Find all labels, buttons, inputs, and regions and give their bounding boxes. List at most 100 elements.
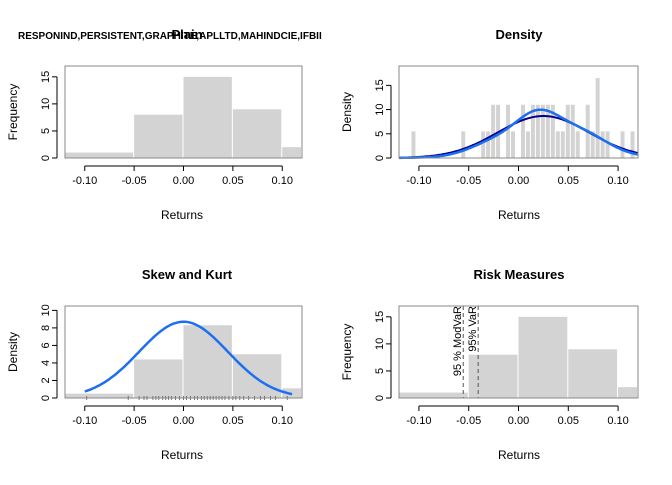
x-tick-label: -0.10 bbox=[406, 415, 431, 427]
x-tick-label: 0.10 bbox=[607, 415, 628, 427]
histogram-bar bbox=[481, 131, 486, 158]
histogram-bar bbox=[399, 392, 468, 398]
panel-plain-overlay-title: RESPONIND,PERSISTENT,GRAPHITE,APLLTD,MAH… bbox=[18, 31, 322, 42]
var-line-label: 95% VaR bbox=[467, 306, 479, 352]
y-tick-label: 0 bbox=[40, 155, 52, 161]
panel-risk-measures-title: Risk Measures bbox=[473, 267, 564, 282]
y-tick-label: 0 bbox=[40, 395, 52, 401]
histogram-bar bbox=[605, 131, 610, 158]
histogram-bar bbox=[555, 131, 560, 158]
panel-plain-xlabel: Returns bbox=[161, 208, 203, 222]
x-tick-label: -0.05 bbox=[456, 175, 481, 187]
histogram-bar bbox=[590, 131, 595, 158]
histogram-bar bbox=[575, 131, 580, 158]
histogram-bar bbox=[620, 131, 625, 158]
y-tick-label: 6 bbox=[40, 342, 52, 348]
y-tick-label: 5 bbox=[40, 128, 52, 134]
histogram-bar bbox=[183, 76, 232, 158]
histogram-bar bbox=[520, 104, 525, 158]
panel-skew-kurt-xlabel: Returns bbox=[161, 448, 203, 462]
y-tick-label: 10 bbox=[40, 304, 52, 316]
histogram-bar bbox=[65, 152, 134, 158]
y-tick-label: 10 bbox=[374, 103, 386, 115]
histogram-bar bbox=[545, 104, 550, 158]
y-tick-label: 0 bbox=[374, 395, 386, 401]
histogram-bar bbox=[535, 104, 540, 158]
histogram-bar bbox=[550, 104, 555, 158]
x-tick-label: 0.05 bbox=[222, 175, 243, 187]
histogram-bar bbox=[518, 316, 568, 398]
panel-density-title: Density bbox=[496, 27, 544, 42]
panel-skew-kurt: Skew and Kurt Returns Density -0.10 -0.05… bbox=[6, 267, 303, 462]
histogram-bar bbox=[630, 131, 635, 158]
histogram-bar bbox=[595, 78, 600, 158]
plain-plot-frame bbox=[64, 65, 303, 159]
panel-risk-measures-xlabel: Returns bbox=[498, 448, 540, 462]
y-tick-label: 8 bbox=[40, 325, 52, 331]
x-tick-label: -0.10 bbox=[406, 175, 431, 187]
y-tick-label: 15 bbox=[374, 311, 386, 323]
histogram-bar bbox=[411, 131, 416, 158]
histogram-bar bbox=[282, 147, 301, 158]
panel-risk-measures-ylabel: Frequency bbox=[340, 324, 354, 381]
var-line-label: 95 % ModVaR bbox=[452, 306, 464, 376]
histogram-bar bbox=[600, 131, 605, 158]
x-tick-label: 0.05 bbox=[558, 175, 579, 187]
panel-skew-kurt-ylabel: Density bbox=[6, 332, 20, 372]
histogram-bar bbox=[134, 114, 183, 158]
histogram-bar bbox=[568, 349, 618, 398]
x-tick-label: 0.10 bbox=[607, 175, 628, 187]
panel-density: Density Returns Density -0.10 -0.05 0.00 0.… bbox=[340, 27, 639, 222]
x-tick-label: -0.05 bbox=[456, 415, 481, 427]
x-tick-label: -0.05 bbox=[122, 175, 147, 187]
histogram-bar bbox=[183, 325, 232, 398]
histogram-bar bbox=[506, 104, 511, 158]
histogram-bar bbox=[618, 387, 637, 398]
x-tick-label: 0.10 bbox=[272, 175, 293, 187]
y-tick-label: 5 bbox=[374, 368, 386, 374]
y-tick-label: 4 bbox=[40, 360, 52, 366]
histogram-bar bbox=[134, 359, 183, 398]
y-tick-label: 15 bbox=[40, 71, 52, 83]
y-tick-label: 10 bbox=[374, 338, 386, 350]
panel-density-xlabel: Returns bbox=[498, 208, 540, 222]
x-tick-label: 0.00 bbox=[508, 415, 529, 427]
x-tick-label: 0.05 bbox=[558, 415, 579, 427]
x-tick-label: -0.10 bbox=[72, 415, 97, 427]
histogram-bar bbox=[560, 131, 565, 158]
skew-kurt-density-curve bbox=[84, 320, 293, 396]
y-tick-label: 5 bbox=[374, 131, 386, 137]
x-tick-label: 0.10 bbox=[272, 415, 293, 427]
panel-plain-title: Plain bbox=[171, 27, 202, 42]
panel-skew-kurt-title: Skew and Kurt bbox=[142, 267, 233, 282]
histogram-bar bbox=[565, 104, 570, 158]
panel-risk-measures: Risk Measures Returns Frequency 95 % Mod… bbox=[340, 267, 639, 462]
histogram-bar bbox=[570, 104, 575, 158]
histogram-bar bbox=[511, 131, 516, 158]
histogram-bar bbox=[65, 393, 134, 398]
y-tick-label: 10 bbox=[40, 98, 52, 110]
x-tick-label: 0.00 bbox=[173, 415, 194, 427]
kernel-density-curve bbox=[399, 108, 639, 160]
panel-plain-ylabel: Frequency bbox=[6, 84, 20, 141]
histogram-bar bbox=[491, 104, 496, 158]
histogram-bar bbox=[232, 354, 282, 398]
density-plot-frame bbox=[398, 65, 639, 159]
y-tick-label: 15 bbox=[374, 79, 386, 91]
x-tick-label: -0.05 bbox=[122, 415, 147, 427]
x-tick-label: 0.00 bbox=[508, 175, 529, 187]
skew-kurt-plot-frame bbox=[64, 305, 303, 399]
panel-density-ylabel: Density bbox=[340, 92, 354, 132]
x-tick-label: 0.00 bbox=[173, 175, 194, 187]
y-tick-label: 2 bbox=[40, 377, 52, 383]
x-tick-label: -0.10 bbox=[72, 175, 97, 187]
histogram-bar bbox=[468, 354, 518, 398]
histogram-bar bbox=[525, 131, 530, 158]
x-tick-label: 0.05 bbox=[222, 415, 243, 427]
panel-plain: Plain RESPONIND,PERSISTENT,GRAPHITE,APLL… bbox=[6, 27, 322, 222]
histogram-bar bbox=[540, 104, 545, 158]
histogram-bar bbox=[232, 109, 282, 158]
histogram-bar bbox=[461, 131, 466, 158]
histogram-bar bbox=[486, 131, 491, 158]
